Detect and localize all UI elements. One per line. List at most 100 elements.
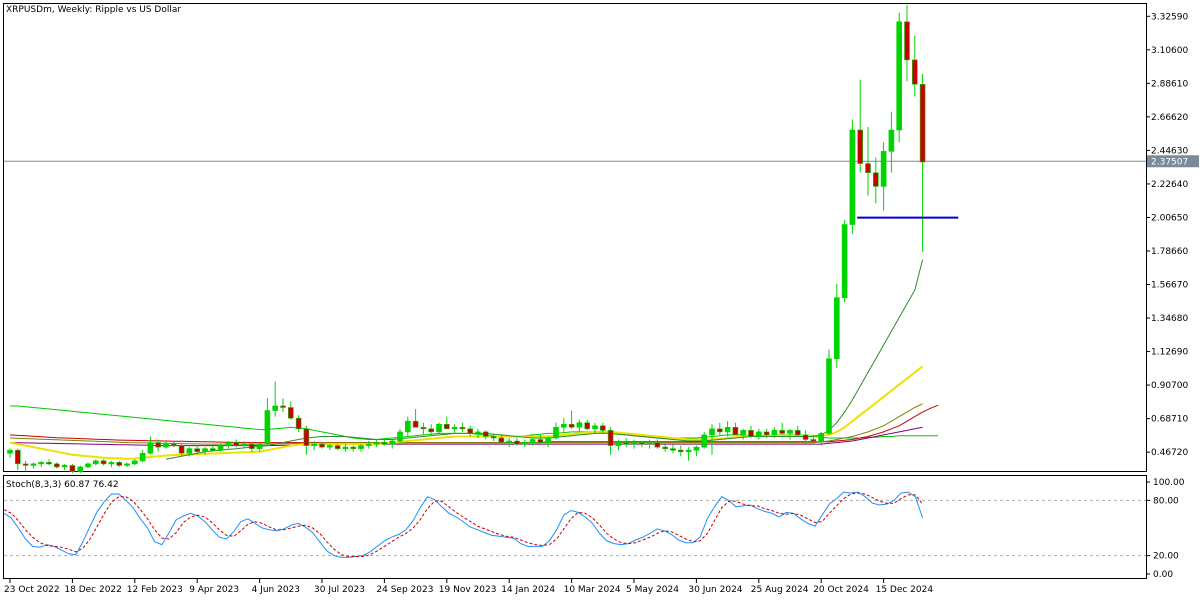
candle-body bbox=[404, 420, 411, 433]
candle-body bbox=[911, 59, 918, 85]
candle-body bbox=[178, 445, 185, 454]
candle-body bbox=[670, 448, 676, 451]
candle-body bbox=[397, 431, 403, 442]
candle-body bbox=[677, 449, 684, 453]
price-tick-label: 1.56670 bbox=[1151, 281, 1188, 291]
candle-body bbox=[685, 449, 692, 453]
candle-body bbox=[716, 428, 723, 433]
candle-body bbox=[826, 358, 832, 434]
candle-body bbox=[693, 446, 700, 451]
time-tick-label: 15 Dec 2024 bbox=[876, 585, 934, 595]
price-tick-label: 2.22640 bbox=[1151, 180, 1188, 190]
chart-title: XRPUSDm, Weekly: Ripple vs US Dollar bbox=[6, 5, 181, 15]
candle-body bbox=[631, 442, 637, 445]
candle-body bbox=[896, 21, 903, 131]
candle-body bbox=[919, 83, 926, 163]
stoch-tick-label: 0.00 bbox=[1153, 570, 1173, 580]
candle-body bbox=[202, 448, 208, 453]
current-price-label: 2.37507 bbox=[1151, 157, 1188, 167]
candle-body bbox=[100, 460, 107, 465]
time-tick-label: 10 Mar 2024 bbox=[564, 585, 621, 595]
candle-body bbox=[880, 151, 887, 187]
candle-body bbox=[560, 423, 567, 428]
price-tick-label: 1.12690 bbox=[1151, 348, 1188, 358]
time-tick-label: 14 Jan 2024 bbox=[501, 585, 555, 595]
candle-body bbox=[22, 463, 29, 466]
candle-body bbox=[709, 428, 715, 436]
price-tick-label: 0.46720 bbox=[1151, 448, 1188, 458]
moving-average-line-5 bbox=[165, 259, 924, 460]
time-tick-label: 19 Nov 2023 bbox=[439, 585, 497, 595]
candle-body bbox=[537, 439, 544, 443]
stoch-main-line bbox=[3, 491, 924, 558]
candle-body bbox=[529, 439, 536, 443]
candle-body bbox=[506, 440, 513, 443]
main-pane-frame bbox=[3, 3, 1147, 472]
candle-body bbox=[748, 430, 754, 437]
candle-body bbox=[498, 437, 505, 443]
candle-body bbox=[521, 442, 528, 445]
moving-average-line-3 bbox=[9, 426, 923, 447]
candle-body bbox=[30, 463, 37, 466]
candle-body bbox=[771, 430, 778, 436]
stoch-title: Stoch(8,3,3) 60.87 76.42 bbox=[6, 480, 119, 490]
candle-body bbox=[77, 466, 83, 472]
time-tick-label: 20 Oct 2024 bbox=[813, 585, 869, 595]
stoch-pane-frame bbox=[3, 475, 1147, 579]
candle-body bbox=[436, 423, 442, 433]
candle-body bbox=[155, 442, 161, 448]
candle-body bbox=[225, 442, 232, 446]
stoch-tick-label: 20.00 bbox=[1153, 552, 1179, 562]
candle-body bbox=[334, 445, 341, 449]
candle-body bbox=[7, 449, 13, 454]
candle-body bbox=[69, 465, 76, 472]
candle-body bbox=[46, 462, 52, 465]
price-tick-label: 0.68710 bbox=[1151, 415, 1188, 425]
moving-average-line-4 bbox=[9, 365, 924, 460]
price-tick-label: 1.34680 bbox=[1151, 314, 1188, 324]
candle-body bbox=[295, 417, 302, 430]
candle-body bbox=[646, 442, 653, 445]
candle-body bbox=[592, 425, 598, 430]
candle-body bbox=[615, 442, 622, 446]
candle-body bbox=[389, 440, 396, 445]
price-tick-label: 3.10600 bbox=[1151, 46, 1188, 56]
candle-body bbox=[350, 446, 357, 449]
time-tick-label: 23 Oct 2022 bbox=[4, 585, 60, 595]
current-price-badge bbox=[1147, 155, 1199, 168]
candle-body bbox=[319, 443, 325, 448]
candle-body bbox=[490, 436, 497, 439]
candle-body bbox=[779, 430, 786, 434]
candle-body bbox=[280, 405, 286, 408]
candle-body bbox=[482, 431, 489, 437]
candle-body bbox=[124, 463, 130, 466]
stoch-tick-label: 80.00 bbox=[1153, 496, 1179, 506]
time-tick-label: 30 Jul 2023 bbox=[314, 585, 365, 595]
candle-body bbox=[833, 297, 840, 360]
candle-body bbox=[139, 452, 146, 462]
price-tick-label: 2.88610 bbox=[1151, 79, 1188, 89]
price-tick-label: 3.32590 bbox=[1151, 12, 1188, 22]
candle-body bbox=[233, 442, 239, 446]
candle-body bbox=[467, 428, 474, 434]
time-tick-label: 24 Sep 2023 bbox=[376, 585, 433, 595]
price-axis: 3.32590 3.10600 2.88610 2.66620 2.44630 2.226… bbox=[1146, 12, 1199, 458]
candle-body bbox=[61, 465, 68, 468]
candle-body bbox=[38, 462, 45, 465]
time-axis: 23 Oct 2022 18 Dec 2022 12 Feb 2023 9 Apr 2… bbox=[4, 579, 933, 595]
candle-body bbox=[888, 129, 895, 152]
candle-body bbox=[459, 427, 466, 430]
candle-body bbox=[443, 423, 450, 430]
time-tick-label: 9 Apr 2023 bbox=[189, 585, 239, 595]
candle-body bbox=[186, 448, 193, 454]
candle-body bbox=[85, 463, 91, 468]
candle-body bbox=[381, 442, 388, 445]
candle-body bbox=[865, 163, 871, 174]
main-plot-area bbox=[4, 5, 1146, 474]
candle-body bbox=[249, 443, 255, 449]
candle-body bbox=[904, 21, 910, 61]
candle-body bbox=[841, 224, 848, 299]
candle-body bbox=[701, 434, 708, 448]
